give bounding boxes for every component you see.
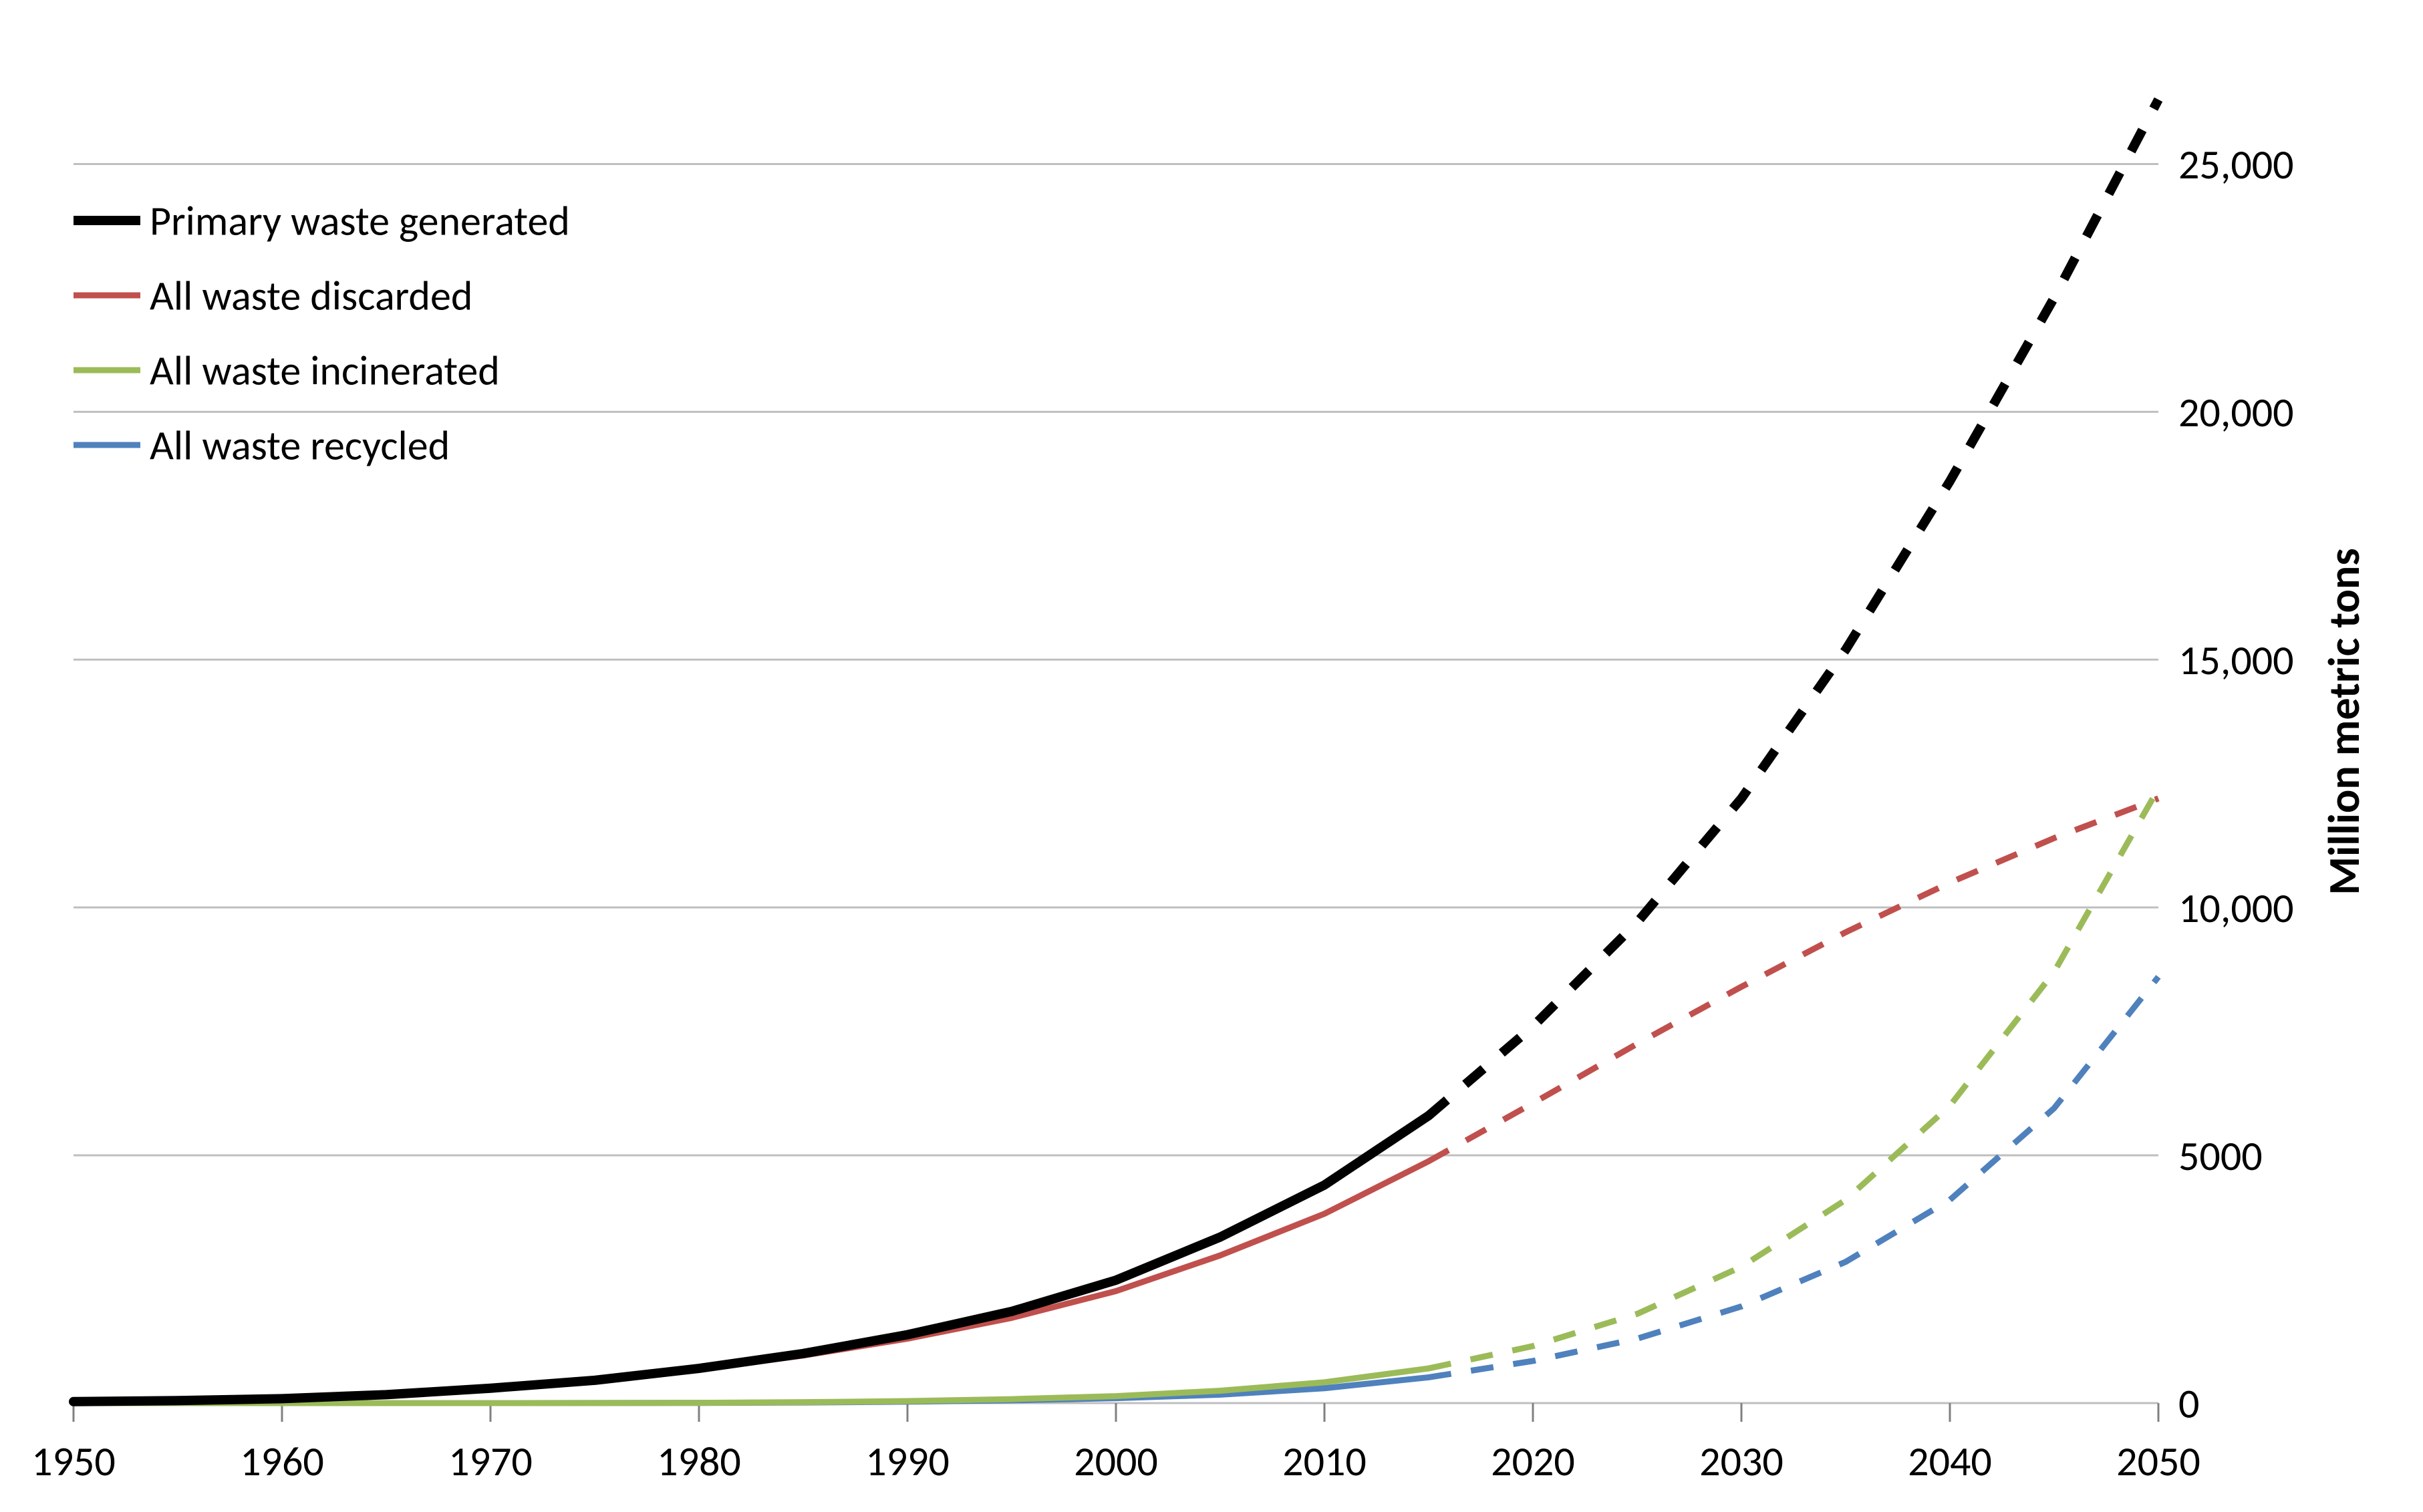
x-tick-label: 2040	[1908, 1436, 1992, 1487]
x-tick-label: 1980	[657, 1436, 741, 1487]
waste-line-chart: 1950 1960 1970 1980 1990 2000 2010 2020 2030 2040…	[0, 0, 2423, 1512]
x-tick-label: 2020	[1491, 1436, 1575, 1487]
y-tick-label: 10,000	[2178, 883, 2294, 933]
x-tick-label: 2000	[1074, 1436, 1158, 1487]
y-tick-label: 25,000	[2178, 139, 2294, 190]
y-tick-label: 5000	[2178, 1130, 2263, 1181]
legend-label: All waste discarded	[150, 271, 472, 321]
x-tick-label: 2050	[2116, 1436, 2200, 1487]
chart-container: 1950 1960 1970 1980 1990 2000 2010 2020 2030 2040…	[0, 0, 2423, 1512]
x-tick-label: 2030	[1699, 1436, 1784, 1487]
x-tick-label: 1950	[31, 1436, 116, 1487]
x-tick-label: 1990	[865, 1436, 950, 1487]
y-tick-label: 20,000	[2178, 387, 2294, 438]
y-tick-label: 15,000	[2178, 635, 2294, 686]
x-tick-label: 1970	[448, 1436, 533, 1487]
legend-label: All waste recycled	[150, 420, 450, 471]
legend-label: All waste incinerated	[150, 345, 500, 396]
y-tick-label: 0	[2178, 1378, 2199, 1429]
x-tick-label: 2010	[1282, 1436, 1367, 1487]
legend-label: Primary waste generated	[150, 196, 570, 247]
y-axis-title: Million metric tons	[2317, 548, 2371, 895]
x-tick-label: 1960	[240, 1436, 324, 1487]
